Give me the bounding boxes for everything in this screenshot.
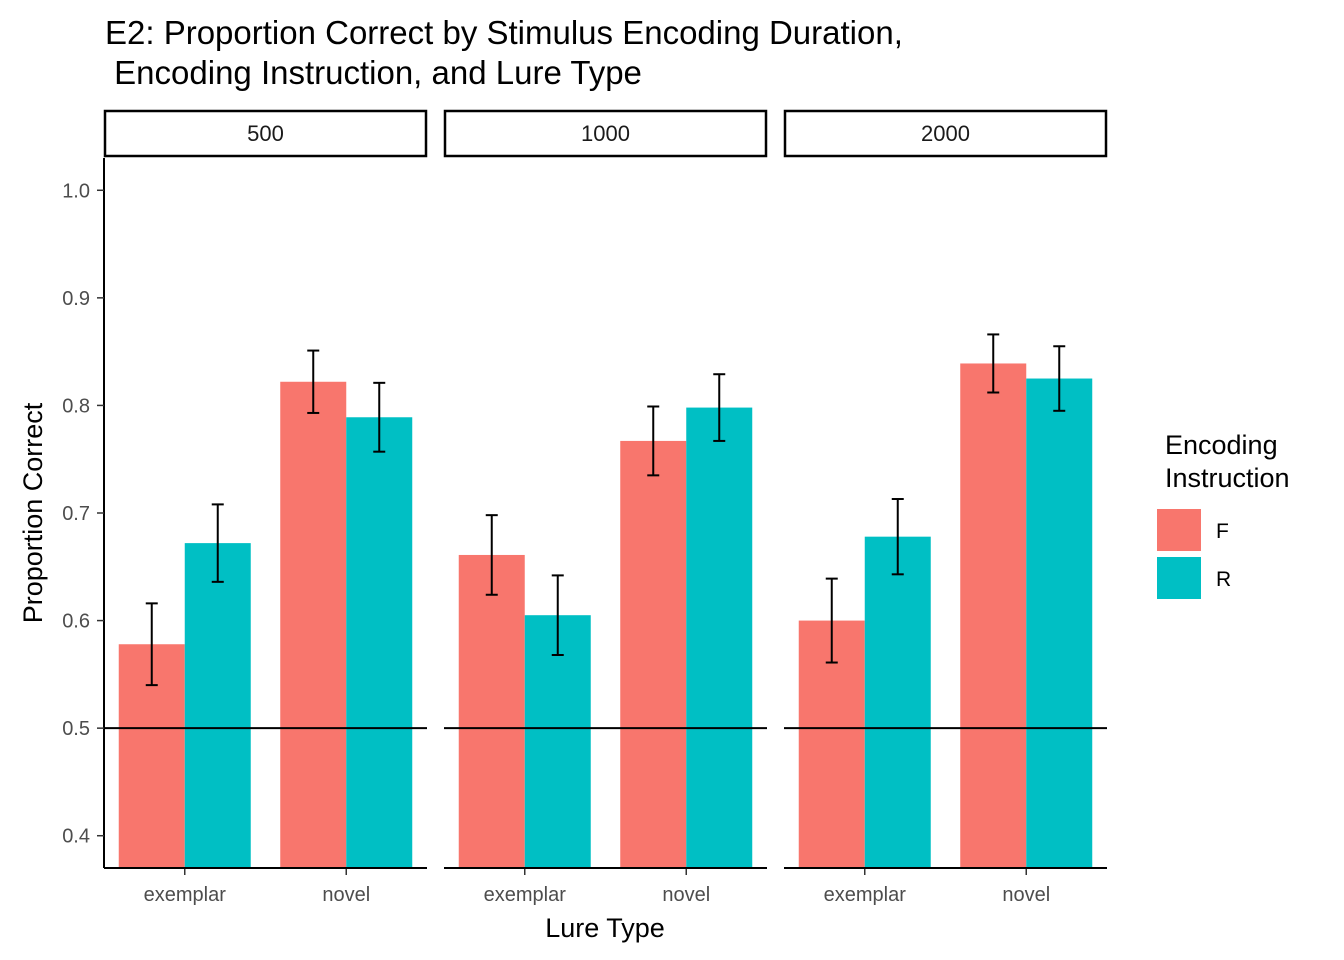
bar-novel-F xyxy=(280,381,347,868)
chart-title-line-1: E2: Proportion Correct by Stimulus Encod… xyxy=(105,14,903,51)
x-tick-label: novel xyxy=(1002,884,1050,906)
facet-strip-label: 500 xyxy=(247,121,284,146)
facet-strip xyxy=(103,109,428,158)
facet-panels: 500 exemplar novel 1000 exemplar novel 2000 exe… xyxy=(103,109,1108,906)
facet-strip xyxy=(443,109,768,158)
legend-key-R xyxy=(1157,557,1201,599)
legend-label-F: F xyxy=(1216,520,1229,543)
x-axis-title: Lure Type xyxy=(545,913,665,943)
y-tick-label: 0.7 xyxy=(62,503,90,525)
facet-strip xyxy=(783,109,1108,158)
facet-panel-1000: 1000 exemplar novel xyxy=(443,109,768,906)
chart-title-line-2: Encoding Instruction, and Lure Type xyxy=(105,54,642,91)
bar-exemplar-F xyxy=(458,554,525,868)
facet-panel-2000: 2000 exemplar novel xyxy=(783,109,1108,906)
legend-title-line-1: Encoding xyxy=(1165,430,1278,460)
x-tick-label: exemplar xyxy=(144,884,227,906)
facet-strip-label: 2000 xyxy=(921,121,970,146)
legend-title-line-2: Instruction xyxy=(1165,463,1290,493)
legend-label-R: R xyxy=(1216,568,1231,591)
y-tick-label: 0.4 xyxy=(62,826,90,848)
bar-exemplar-R xyxy=(524,615,591,868)
y-tick-label: 0.5 xyxy=(62,718,90,740)
bar-novel-F xyxy=(960,363,1027,868)
x-tick-label: novel xyxy=(662,884,710,906)
y-axis-title: Proportion Correct xyxy=(18,402,48,623)
y-tick-label: 0.6 xyxy=(62,611,90,633)
y-tick-label: 0.8 xyxy=(62,395,90,417)
facet-strip-label: 1000 xyxy=(581,121,630,146)
y-tick-label: 0.9 xyxy=(62,288,90,310)
bar-exemplar-R xyxy=(864,536,931,868)
bar-novel-F xyxy=(620,440,687,868)
bar-novel-R xyxy=(1026,378,1093,868)
bar-exemplar-R xyxy=(184,543,251,868)
facet-panel-500: 500 exemplar novel xyxy=(103,109,428,906)
x-tick-label: exemplar xyxy=(824,884,907,906)
x-tick-label: exemplar xyxy=(484,884,567,906)
bar-novel-R xyxy=(346,417,413,868)
y-axis: 0.4 0.5 0.6 0.7 0.8 0.9 1.0 xyxy=(62,158,105,868)
legend: Encoding Instruction F R xyxy=(1157,430,1290,599)
y-tick-label: 1.0 xyxy=(62,180,90,202)
legend-key-F xyxy=(1157,509,1201,551)
x-tick-label: novel xyxy=(322,884,370,906)
bar-novel-R xyxy=(686,407,753,868)
